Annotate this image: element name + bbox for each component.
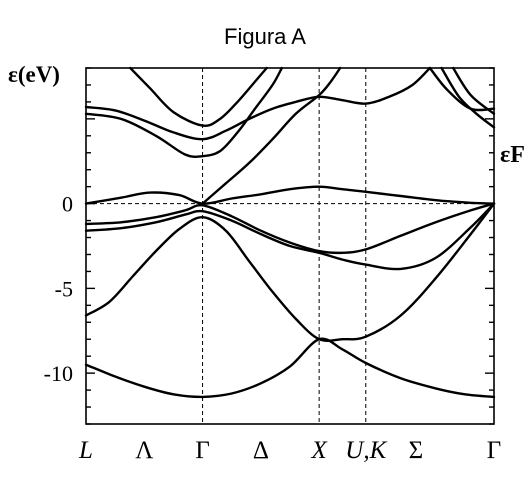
k-point-label: Λ <box>135 437 153 464</box>
band-line <box>84 202 496 255</box>
k-point-label: Δ <box>253 437 269 464</box>
band-line <box>84 66 283 158</box>
y-tick-label: -5 <box>55 276 73 301</box>
band-line <box>84 66 432 141</box>
band-line <box>84 185 496 205</box>
k-point-label: Γ <box>195 437 209 464</box>
k-point-label: U,K <box>345 437 387 464</box>
k-point-label: L <box>78 437 93 464</box>
band-line <box>84 202 496 271</box>
k-point-label: Σ <box>409 437 424 464</box>
band-line <box>452 66 496 115</box>
plot-frame <box>85 67 495 425</box>
band-line <box>201 66 342 205</box>
band-line <box>428 66 496 112</box>
y-tick-label: 0 <box>62 192 73 217</box>
y-axis-label: ε(eV) <box>8 62 60 87</box>
y-tick-label: -10 <box>44 361 73 386</box>
fermi-level-label: εF <box>500 142 525 168</box>
band-line <box>129 66 268 128</box>
chart-title: Figura A <box>224 24 306 49</box>
k-point-label: Γ <box>487 437 501 464</box>
band-line <box>84 337 496 399</box>
k-point-label: X <box>311 437 329 464</box>
band-line <box>84 202 496 343</box>
